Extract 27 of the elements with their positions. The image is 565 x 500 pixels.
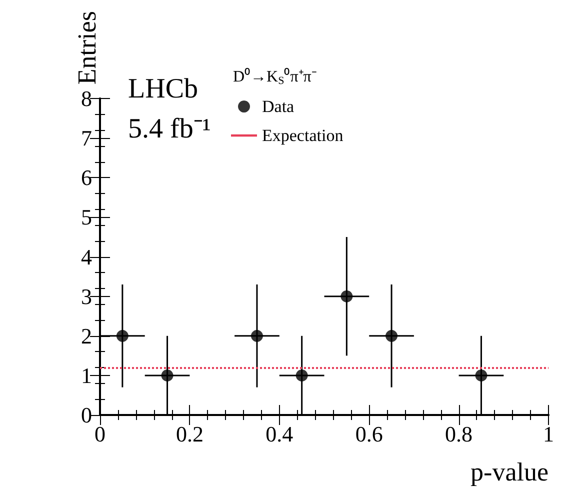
x-axis-title: p-value [470,458,548,486]
point [340,290,353,302]
point [116,330,128,342]
x-tick-label: 0.2 [176,422,204,446]
legend-label: Expectation [262,126,344,145]
y-axis-title: Entries [72,11,102,85]
point [386,330,398,342]
y-tick-label: 4 [81,244,92,270]
point [250,330,263,342]
y-tick-label: 1 [81,362,92,388]
x-tick-label: 0.8 [445,422,473,446]
annotation: LHCb [128,74,198,104]
y-tick-label: 7 [81,126,92,151]
point [475,369,488,382]
y-tick-label: 2 [81,323,92,348]
y-tick-label: 8 [81,86,92,112]
y-tick-label: 3 [81,284,92,309]
annotation: 5.4 fb⁻¹ [128,114,211,144]
y-tick-label: 5 [81,204,92,230]
point [296,369,308,382]
x-tick-label: 1 [543,422,554,446]
y-tick-label: 6 [81,165,92,190]
x-tick-label: 0.4 [266,422,294,446]
y-tick-label: 0 [81,402,92,428]
x-tick-label: 0.6 [355,422,383,446]
legend-label: Data [262,97,295,116]
point [161,369,174,382]
